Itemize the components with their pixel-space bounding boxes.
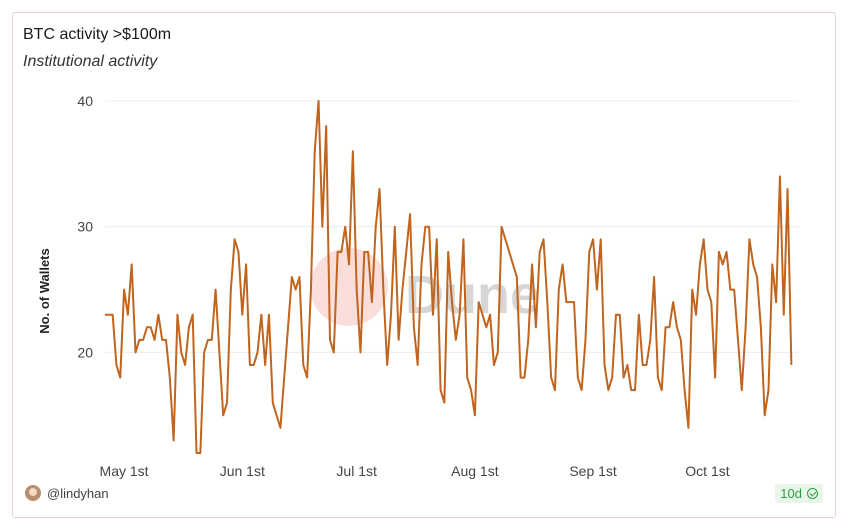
line-chart: Dune 20 30 40 May 1st Jun 1st Jul 1st Aug 1st… — [37, 93, 799, 479]
y-tick-label: 20 — [77, 344, 93, 360]
chart-title: BTC activity >$100m — [23, 26, 172, 43]
chart-card: BTC activity >$100m Institutional activi… — [12, 12, 836, 518]
series-line — [105, 100, 793, 454]
y-axis-ticks: 20 30 40 — [77, 93, 93, 360]
y-axis-label: No. of Wallets — [37, 248, 52, 333]
x-tick-label: Jul 1st — [336, 463, 377, 479]
author-username: @lindyhan — [47, 485, 109, 501]
x-axis-ticks: May 1st Jun 1st Jul 1st Aug 1st Sep 1st Oct 1… — [100, 463, 730, 479]
author[interactable]: @lindyhan — [25, 485, 109, 501]
series-layer — [105, 100, 793, 454]
watermark-text: Dune — [405, 265, 540, 325]
x-tick-label: Aug 1st — [451, 463, 499, 479]
x-tick-label: Sep 1st — [569, 463, 617, 479]
grid — [105, 100, 799, 353]
y-tick-label: 30 — [77, 219, 93, 235]
x-tick-label: Oct 1st — [685, 463, 729, 479]
avatar — [25, 485, 41, 501]
y-tick-label: 40 — [77, 93, 93, 109]
check-circle-icon — [807, 488, 818, 499]
chart-subtitle: Institutional activity — [23, 53, 158, 70]
x-tick-label: Jun 1st — [220, 463, 265, 479]
x-tick-label: May 1st — [100, 463, 149, 479]
refresh-badge-label: 10d — [780, 486, 802, 501]
watermark: Dune — [310, 248, 540, 326]
refresh-badge[interactable]: 10d — [775, 484, 823, 503]
